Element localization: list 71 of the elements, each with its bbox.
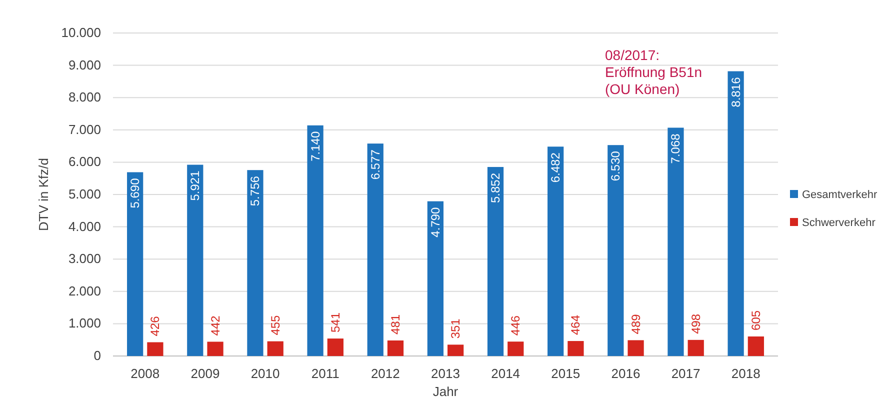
data-label: 446 bbox=[508, 315, 523, 336]
x-tick-label: 2010 bbox=[250, 366, 280, 381]
bar bbox=[548, 146, 564, 356]
data-label: 442 bbox=[208, 315, 222, 336]
bar bbox=[688, 340, 704, 356]
bar bbox=[748, 336, 764, 356]
y-axis-title: DTV in Kfz/d bbox=[36, 158, 51, 231]
y-tick-label: 9.000 bbox=[68, 57, 101, 72]
data-label: 481 bbox=[388, 314, 402, 334]
bar bbox=[448, 344, 464, 356]
data-label: 5.852 bbox=[488, 172, 503, 204]
y-tick-label: 0 bbox=[94, 348, 101, 363]
bar bbox=[187, 164, 204, 356]
data-label: 8.816 bbox=[728, 76, 743, 108]
x-axis-title: Jahr bbox=[432, 384, 459, 399]
bar bbox=[508, 342, 524, 356]
bar bbox=[327, 338, 344, 356]
x-tick-label: 2009 bbox=[190, 366, 220, 381]
data-label: 6.530 bbox=[608, 150, 623, 182]
bar bbox=[247, 170, 264, 356]
bar bbox=[367, 144, 384, 356]
bar bbox=[487, 166, 504, 356]
bar bbox=[668, 128, 684, 356]
y-tick-label: 6.000 bbox=[68, 154, 101, 170]
x-tick-label: 2014 bbox=[491, 366, 520, 381]
data-label: 5.690 bbox=[128, 178, 142, 208]
x-tick-label: 2011 bbox=[311, 366, 340, 381]
data-label: 6.482 bbox=[548, 152, 563, 183]
bar bbox=[608, 145, 624, 356]
x-tick-label: 2012 bbox=[370, 366, 400, 381]
bar bbox=[728, 71, 744, 356]
bar bbox=[387, 340, 404, 356]
data-label: 489 bbox=[628, 314, 643, 334]
annotation: 08/2017: Eröffnung B51n (OU Könen) bbox=[605, 47, 702, 97]
bar bbox=[127, 172, 144, 356]
y-tick-label: 1.000 bbox=[68, 316, 101, 331]
y-tick-label: 10.000 bbox=[61, 25, 101, 40]
y-tick-label: 8.000 bbox=[68, 90, 101, 105]
x-tick-label: 2018 bbox=[731, 366, 760, 381]
bar bbox=[267, 341, 284, 356]
x-tick-label: 2013 bbox=[431, 366, 460, 381]
bar bbox=[568, 341, 584, 356]
x-tick-label: 2017 bbox=[671, 366, 700, 381]
x-tick-label: 2015 bbox=[551, 366, 580, 381]
data-label: 7.140 bbox=[308, 131, 322, 162]
data-label: 605 bbox=[748, 310, 763, 330]
bar bbox=[207, 342, 224, 356]
data-label: 351 bbox=[448, 318, 463, 339]
data-label: 455 bbox=[268, 314, 282, 336]
bar bbox=[147, 342, 164, 356]
y-tick-label: 2.000 bbox=[68, 283, 101, 298]
bar bbox=[427, 201, 444, 356]
y-tick-label: 4.000 bbox=[68, 218, 101, 234]
bar bbox=[307, 125, 324, 356]
data-label: 7.068 bbox=[668, 133, 683, 164]
data-label: 541 bbox=[328, 312, 342, 333]
x-tick-label: 2016 bbox=[611, 366, 640, 381]
x-tick-label: 2008 bbox=[130, 366, 160, 381]
data-label: 426 bbox=[148, 316, 162, 336]
legend-label: Gesamtverkehr bbox=[802, 189, 878, 201]
data-label: 5.756 bbox=[248, 176, 262, 206]
bar bbox=[628, 340, 644, 356]
y-tick-label: 3.000 bbox=[68, 251, 101, 266]
y-tick-label: 7.000 bbox=[68, 122, 101, 137]
data-label: 5.921 bbox=[188, 170, 202, 201]
data-label: 464 bbox=[568, 314, 583, 336]
data-label: 4.790 bbox=[428, 206, 442, 238]
data-label: 498 bbox=[688, 314, 703, 334]
data-label: 6.577 bbox=[368, 149, 382, 180]
legend-label: Schwerverkehr bbox=[802, 217, 876, 229]
y-tick-label: 5.000 bbox=[68, 186, 101, 202]
